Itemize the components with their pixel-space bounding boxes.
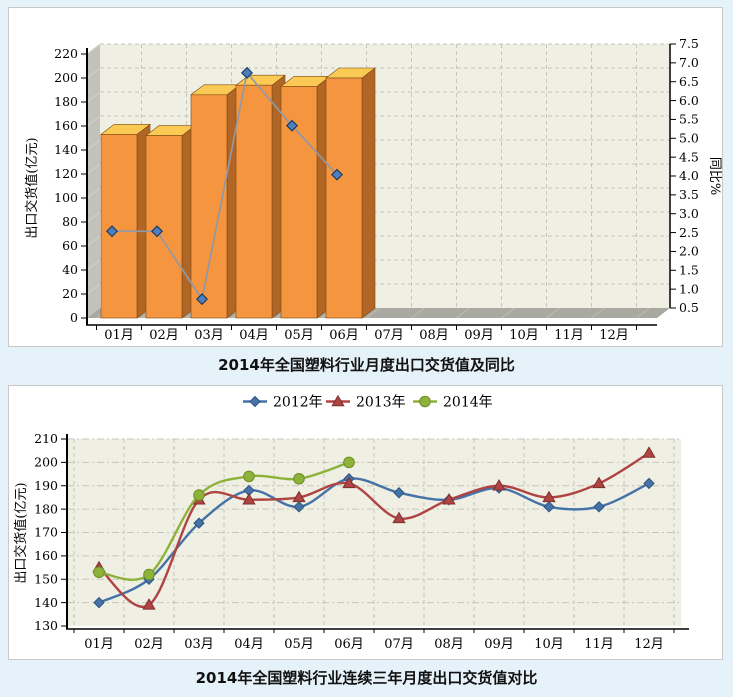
top-chart-root: 0 20 40 60 80 100 120 140 160 180 200 220 0.5 1.0 1.5 2… <box>24 36 722 343</box>
svg-text:170: 170 <box>34 525 58 540</box>
right-axis-title: 同比% <box>707 157 722 195</box>
x-label: 08月 <box>434 637 464 652</box>
monthly-chart-panel: 0 20 40 60 80 100 120 140 160 180 200 220 0.5 1.0 1.5 2… <box>8 7 723 347</box>
svg-text:200: 200 <box>34 455 58 470</box>
bar-04月 <box>235 74 286 319</box>
x-label: 03月 <box>184 637 214 652</box>
yoy-marker <box>106 225 118 238</box>
svg-text:80: 80 <box>62 214 78 229</box>
axes: 0 20 40 60 80 100 120 140 160 180 200 220 0.5 1.0 1.5 2… <box>24 36 722 343</box>
x-label: 10月 <box>534 637 564 652</box>
svg-text:4.5: 4.5 <box>679 149 699 164</box>
yoy-marker <box>151 225 163 238</box>
x-label: 07月 <box>374 328 404 343</box>
bar-06月 <box>325 67 376 319</box>
x-label: 12月 <box>634 637 664 652</box>
x-label: 08月 <box>419 328 449 343</box>
x-label: 09月 <box>464 328 494 343</box>
axes: 130 140 150 160 170 180 190 200 210 01月 02月 03月 04月 0… <box>13 431 689 652</box>
x-label: 10月 <box>509 328 539 343</box>
x-label: 03月 <box>194 328 224 343</box>
svg-text:4.0: 4.0 <box>679 168 699 183</box>
x-label: 01月 <box>104 328 134 343</box>
legend-label: 2014年 <box>443 395 493 411</box>
x-label: 02月 <box>134 637 164 652</box>
x-label: 01月 <box>84 637 114 652</box>
x-label: 12月 <box>599 328 629 343</box>
bar-05月 <box>280 75 331 319</box>
x-label: 05月 <box>284 328 314 343</box>
x-label: 06月 <box>329 328 359 343</box>
svg-text:6.0: 6.0 <box>679 93 699 108</box>
x-label: 04月 <box>234 637 264 652</box>
svg-text:190: 190 <box>34 478 58 493</box>
comparison-chart-panel: 130 140 150 160 170 180 190 200 210 01月 02月 03月 04月 0… <box>8 385 723 660</box>
yoy-marker <box>196 293 208 306</box>
svg-text:100: 100 <box>54 190 78 205</box>
monthly-chart-title: 2014年全国塑料行业月度出口交货值及同比 <box>218 356 515 374</box>
svg-text:60: 60 <box>62 238 78 253</box>
svg-text:40: 40 <box>62 262 78 277</box>
x-label: 04月 <box>239 328 269 343</box>
three-year-comparison-line-chart: 130 140 150 160 170 180 190 200 210 01月 02月 03月 04月 0… <box>13 395 689 652</box>
svg-text:210: 210 <box>34 431 58 446</box>
svg-text:20: 20 <box>62 286 78 301</box>
x-label: 07月 <box>384 637 414 652</box>
bar-01月 <box>100 123 151 319</box>
left-axis-title: 出口交货值(亿元) <box>24 137 40 238</box>
svg-text:3.5: 3.5 <box>679 187 699 202</box>
left-wall <box>87 44 100 318</box>
svg-text:140: 140 <box>34 595 58 610</box>
bottom-chart-root: 130 140 150 160 170 180 190 200 210 01月 02月 03月 04月 0… <box>13 395 689 652</box>
legend-item-2012年: 2012年 <box>243 395 323 411</box>
svg-text:130: 130 <box>34 618 58 633</box>
svg-text:160: 160 <box>34 548 58 563</box>
series-2014年 <box>93 456 355 581</box>
svg-text:5.0: 5.0 <box>679 130 699 145</box>
legend: 2012年 2013年 2014年 <box>243 395 493 411</box>
svg-text:180: 180 <box>34 501 58 516</box>
monthly-export-bar-line-chart: 0 20 40 60 80 100 120 140 160 180 200 220 0.5 1.0 1.5 2… <box>24 36 722 343</box>
svg-text:160: 160 <box>54 118 78 133</box>
yoy-marker <box>331 168 343 181</box>
svg-text:6.5: 6.5 <box>679 74 699 89</box>
svg-text:2.0: 2.0 <box>679 244 699 259</box>
svg-text:2.5: 2.5 <box>679 225 699 240</box>
yoy-marker <box>286 119 298 132</box>
yoy-line-series <box>106 66 343 306</box>
x-label: 05月 <box>284 637 314 652</box>
svg-text:0: 0 <box>70 310 78 325</box>
x-label: 11月 <box>584 637 614 652</box>
x-label: 06月 <box>334 637 364 652</box>
y-axis-title: 出口交货值(亿元) <box>13 482 29 583</box>
svg-text:0.5: 0.5 <box>679 300 699 315</box>
legend-item-2013年: 2013年 <box>326 395 406 411</box>
legend-label: 2013年 <box>356 395 406 411</box>
legend-item-2014年: 2014年 <box>413 395 493 411</box>
svg-text:1.0: 1.0 <box>679 281 699 296</box>
svg-text:3.0: 3.0 <box>679 206 699 221</box>
svg-text:120: 120 <box>54 166 78 181</box>
x-label: 09月 <box>484 637 514 652</box>
yoy-marker <box>241 66 253 79</box>
comparison-chart-title: 2014年全国塑料行业连续三年月度出口交货值对比 <box>195 669 538 687</box>
bar-02月 <box>145 124 196 319</box>
svg-text:5.5: 5.5 <box>679 112 699 127</box>
svg-text:7.0: 7.0 <box>679 55 699 70</box>
bar-03月 <box>190 84 241 319</box>
svg-text:220: 220 <box>54 46 78 61</box>
svg-text:140: 140 <box>54 142 78 157</box>
svg-text:7.5: 7.5 <box>679 36 699 51</box>
x-label: 11月 <box>554 328 584 343</box>
svg-text:150: 150 <box>34 571 58 586</box>
legend-label: 2012年 <box>273 395 323 411</box>
svg-text:1.5: 1.5 <box>679 262 699 277</box>
x-label: 02月 <box>149 328 179 343</box>
svg-text:200: 200 <box>54 70 78 85</box>
svg-text:180: 180 <box>54 94 78 109</box>
